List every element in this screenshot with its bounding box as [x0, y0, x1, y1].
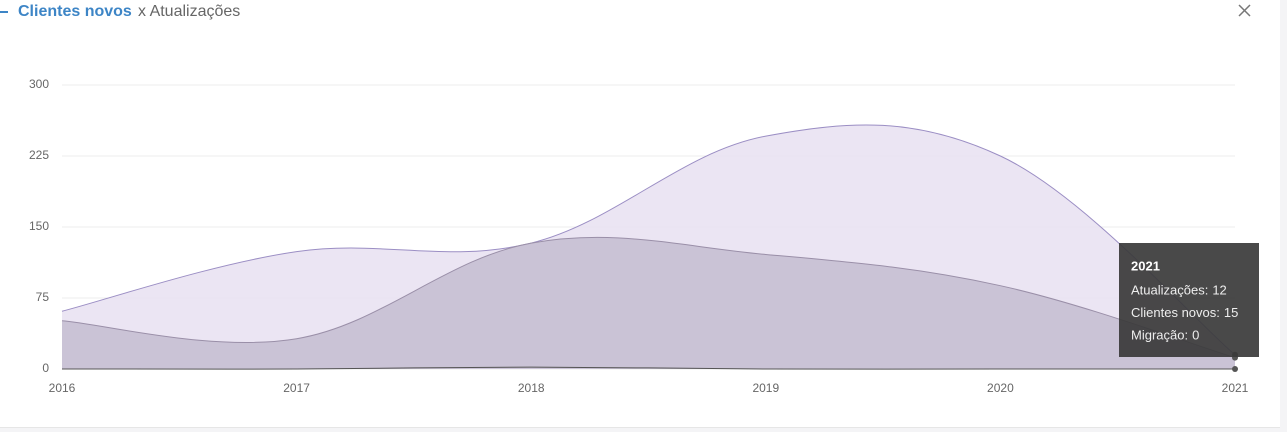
- tooltip-value: 15: [1224, 305, 1238, 320]
- y-tick-label: 75: [36, 290, 50, 304]
- x-tick-label: 2018: [518, 381, 545, 395]
- line: [61, 236, 1236, 359]
- tooltip-label: Migração:: [1131, 327, 1188, 342]
- tooltip-value: 0: [1192, 327, 1199, 342]
- area: [62, 237, 1235, 369]
- x-tick-label: 2020: [987, 381, 1014, 395]
- x-tick-label: 2019: [752, 381, 779, 395]
- tooltip: 2021 Atualizações: 12 Clientes novos: 15 Migr…: [1119, 243, 1259, 357]
- tooltip-title: 2021: [1131, 258, 1160, 273]
- line: [61, 366, 1235, 370]
- y-tick-label: 150: [29, 219, 49, 233]
- y-tick-label: 300: [29, 77, 49, 91]
- title-main: Clientes novos: [18, 3, 132, 20]
- y-tick-label: 0: [42, 361, 49, 375]
- x-tick-label: 2017: [283, 381, 310, 395]
- title-rest: x Atualizações: [138, 3, 240, 20]
- tooltip-label: Clientes novos:: [1131, 305, 1220, 320]
- tooltip-box: [1119, 243, 1259, 357]
- x-tick-label: 2021: [1222, 381, 1249, 395]
- point: [1232, 366, 1238, 372]
- line: [61, 124, 1236, 356]
- tooltip-value: 12: [1212, 282, 1226, 297]
- x-tick-label: 2016: [49, 381, 76, 395]
- tooltip-label: Atualizações:: [1131, 282, 1208, 297]
- close-button[interactable]: [1238, 4, 1251, 17]
- y-tick-label: 225: [29, 148, 49, 162]
